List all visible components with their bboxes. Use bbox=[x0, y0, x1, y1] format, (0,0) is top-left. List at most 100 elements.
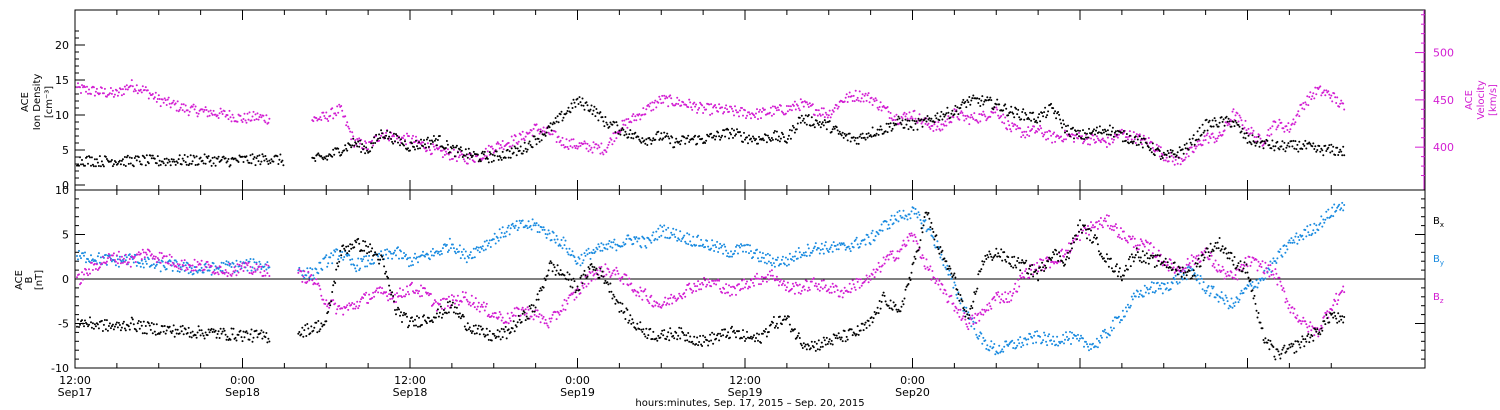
density-point bbox=[930, 117, 933, 120]
bz-point bbox=[394, 293, 396, 296]
by-point bbox=[429, 250, 432, 253]
density-point bbox=[729, 131, 731, 134]
bz-point bbox=[127, 261, 130, 264]
bz-point bbox=[545, 322, 548, 325]
density-point bbox=[1055, 117, 1058, 120]
bz-point bbox=[1001, 293, 1004, 296]
bz-point bbox=[647, 300, 650, 303]
density-point bbox=[164, 164, 167, 167]
density-point bbox=[1181, 148, 1184, 151]
density-point bbox=[718, 135, 721, 138]
velocity-point bbox=[337, 111, 340, 114]
by-point bbox=[1256, 286, 1259, 289]
by-point bbox=[523, 226, 526, 229]
density-point bbox=[167, 158, 170, 161]
bz-point bbox=[723, 287, 726, 290]
velocity-point bbox=[575, 144, 578, 147]
density-point bbox=[755, 138, 757, 140]
velocity-point bbox=[538, 132, 541, 135]
velocity-point bbox=[1021, 131, 1024, 134]
velocity-point bbox=[207, 110, 210, 113]
density-point bbox=[735, 133, 737, 136]
velocity-point bbox=[772, 113, 775, 116]
density-point bbox=[583, 108, 586, 111]
bz-point bbox=[1117, 233, 1120, 236]
velocity-point bbox=[894, 119, 897, 121]
velocity-point bbox=[843, 100, 846, 103]
bz-point bbox=[897, 257, 900, 260]
bz-point bbox=[906, 236, 909, 239]
by-point bbox=[1017, 338, 1020, 341]
bz-point bbox=[298, 268, 301, 271]
by-point bbox=[1147, 292, 1150, 295]
velocity-point bbox=[892, 118, 895, 121]
velocity-point bbox=[776, 106, 779, 109]
density-point bbox=[841, 131, 844, 134]
bz-point bbox=[375, 289, 378, 292]
bz-point bbox=[964, 318, 967, 321]
density-point bbox=[748, 134, 750, 137]
density-point bbox=[622, 128, 625, 131]
bz-point bbox=[416, 289, 418, 292]
density-point bbox=[604, 116, 607, 118]
bz-point bbox=[128, 258, 131, 260]
density-point bbox=[777, 135, 780, 138]
density-point bbox=[461, 156, 464, 158]
bz-point bbox=[256, 268, 259, 271]
density-point bbox=[608, 125, 611, 128]
bz-point bbox=[637, 291, 640, 294]
by-point bbox=[380, 250, 383, 253]
velocity-point bbox=[1110, 137, 1113, 140]
velocity-point bbox=[862, 100, 865, 103]
by-point bbox=[1034, 330, 1037, 333]
density-point bbox=[181, 157, 184, 160]
bz-point bbox=[1239, 266, 1242, 268]
velocity-point bbox=[103, 87, 106, 90]
density-point bbox=[782, 136, 785, 139]
bz-point bbox=[1087, 225, 1089, 227]
velocity-point bbox=[1008, 124, 1011, 127]
bz-point bbox=[152, 255, 155, 258]
velocity-point bbox=[164, 99, 167, 102]
density-point bbox=[1215, 123, 1218, 126]
bz-point bbox=[885, 255, 888, 258]
bz-point bbox=[1079, 239, 1081, 242]
density-point bbox=[1083, 138, 1085, 140]
by-point bbox=[454, 252, 457, 255]
velocity-point bbox=[1176, 162, 1179, 165]
by-point bbox=[448, 237, 451, 240]
bz-point bbox=[1197, 254, 1200, 257]
velocity-point bbox=[341, 109, 344, 112]
density-point bbox=[591, 113, 594, 116]
bz-point bbox=[262, 274, 265, 277]
density-point bbox=[194, 164, 197, 166]
velocity-point bbox=[655, 106, 658, 109]
velocity-point bbox=[226, 114, 229, 117]
by-point bbox=[660, 234, 663, 237]
by-point bbox=[1111, 319, 1114, 322]
density-point bbox=[895, 123, 898, 126]
velocity-point bbox=[1250, 126, 1253, 129]
by-point bbox=[386, 248, 389, 251]
bz-point bbox=[253, 267, 256, 270]
bz-point bbox=[381, 287, 384, 290]
by-point bbox=[447, 249, 450, 252]
density-point bbox=[104, 155, 107, 158]
density-point bbox=[456, 151, 459, 154]
density-point bbox=[1242, 136, 1245, 139]
by-point bbox=[733, 252, 735, 255]
by-point bbox=[605, 243, 608, 246]
bz-point bbox=[867, 281, 870, 284]
bz-point bbox=[264, 274, 267, 277]
density-point bbox=[180, 163, 183, 166]
bz-point bbox=[510, 311, 513, 314]
bz-point bbox=[350, 303, 353, 306]
density-point bbox=[409, 149, 411, 152]
bz-point bbox=[362, 297, 365, 299]
bz-point bbox=[1173, 271, 1176, 274]
by-point bbox=[405, 253, 407, 256]
velocity-point bbox=[878, 106, 881, 108]
bz-point bbox=[1123, 237, 1126, 240]
bz-point bbox=[1114, 223, 1117, 226]
density-point bbox=[127, 162, 130, 165]
